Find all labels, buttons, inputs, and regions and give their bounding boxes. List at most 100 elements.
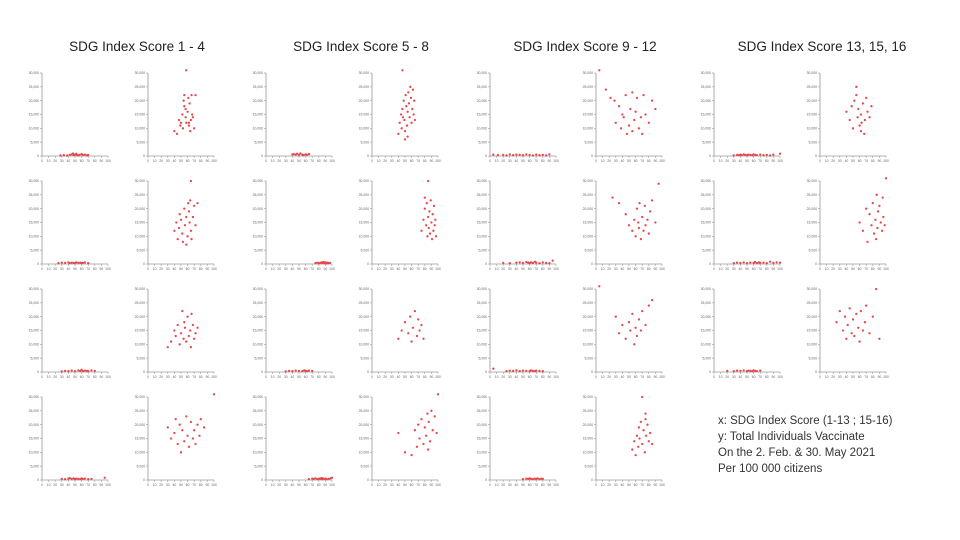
x-tick-label: 50 [521,483,525,487]
data-point [650,442,654,446]
data-point [83,369,87,372]
x-tick-label: 40 [67,483,71,487]
y-tick-label: 15,000 [135,437,145,441]
data-point [865,207,868,210]
data-point [855,312,858,316]
x-tick-label: 100 [435,267,441,271]
data-point [183,105,186,108]
x-tick-label: 10 [719,375,723,379]
data-point [325,478,328,481]
y-tick-label: 0 [367,370,369,374]
x-tick-label: 50 [745,159,749,163]
y-tick-label: 20,000 [583,207,593,211]
data-point [424,224,428,227]
x-tick-label: 90 [654,375,658,379]
data-point [858,124,861,127]
x-tick-label: 0 [265,375,267,379]
data-point [859,129,863,133]
x-tick-label: 30 [166,375,170,379]
x-tick-label: 10 [495,267,499,271]
panel-sdg-7-feb: 0 5,000 10,000 15,000 20,000 25,000 30,000 0 10 2… [477,179,559,271]
data-point [643,204,646,208]
panel-sdg-8-may: 0 5,000 10,000 15,000 20,000 25,000 30,000 0 10 2… [807,177,889,271]
x-tick-label: 30 [390,375,394,379]
y-tick-label: 5,000 [479,248,488,252]
data-point [87,262,90,265]
x-tick-label: 50 [627,267,631,271]
x-tick-label: 0 [595,483,597,487]
x-tick-label: 20 [383,483,387,487]
data-point [739,369,742,373]
panel-sdg-11-may: 0 5,000 10,000 15,000 20,000 25,000 30,000 0 10 2… [583,285,665,379]
x-tick-label: 0 [595,267,597,271]
x-tick-label: 20 [725,375,729,379]
y-tick-label: 25,000 [135,409,145,413]
data-point [187,124,191,127]
x-tick-label: 50 [403,375,407,379]
data-point [70,477,73,481]
y-tick-label: 5,000 [703,356,712,360]
data-point [93,369,96,373]
data-point [598,69,601,72]
y-tick-label: 25,000 [29,85,39,89]
y-tick-label: 0 [367,154,369,158]
x-tick-label: 40 [515,159,519,163]
data-point [518,370,521,373]
x-tick-label: 70 [534,483,538,487]
x-tick-label: 0 [265,159,267,163]
x-tick-label: 40 [739,159,743,163]
y-tick-label: 10,000 [359,343,369,347]
data-point [642,229,645,232]
data-point [427,420,430,424]
data-point [637,445,640,448]
data-point [856,116,859,119]
data-point [538,262,541,265]
data-point [515,369,518,372]
data-point [492,367,495,370]
data-point [425,201,428,205]
panel-sdg-12-may: 0 5,000 10,000 15,000 20,000 25,000 30,000 0 10 2… [807,287,889,379]
data-point [68,262,71,265]
data-point [401,116,405,119]
x-tick-label: 70 [310,483,314,487]
data-point [851,318,855,321]
data-point [70,261,73,264]
data-point [548,262,551,265]
y-tick-label: 15,000 [359,329,369,333]
y-tick-label: 5,000 [361,248,370,252]
data-point [83,153,87,156]
data-point [765,153,768,157]
x-tick-label: 10 [601,483,605,487]
y-tick-label: 15,000 [583,221,593,225]
x-tick-label: 30 [614,483,618,487]
data-point [428,440,432,443]
y-tick-label: 20,000 [477,99,487,103]
data-point [62,154,65,157]
data-point [196,201,199,205]
data-point [422,442,425,446]
y-tick-label: 5,000 [479,140,488,144]
x-tick-label: 50 [851,375,855,379]
data-point [642,93,645,97]
x-tick-label: 50 [851,267,855,271]
data-point [759,261,762,265]
x-tick-label: 60 [304,375,308,379]
data-point [87,478,90,481]
x-tick-label: 90 [548,159,552,163]
x-tick-label: 80 [541,375,545,379]
y-tick-label: 25,000 [135,85,145,89]
data-point [641,395,644,399]
x-tick-label: 20 [277,483,281,487]
data-point [624,93,627,97]
x-tick-label: 90 [430,159,434,163]
data-point [876,226,879,230]
x-tick-label: 20 [501,267,505,271]
data-point [57,262,60,265]
data-point [173,329,176,332]
data-point [403,118,406,122]
x-tick-label: 100 [553,375,559,379]
x-tick-label: 80 [423,159,427,163]
data-point [637,226,641,230]
data-point [187,121,191,124]
data-point [646,423,649,426]
